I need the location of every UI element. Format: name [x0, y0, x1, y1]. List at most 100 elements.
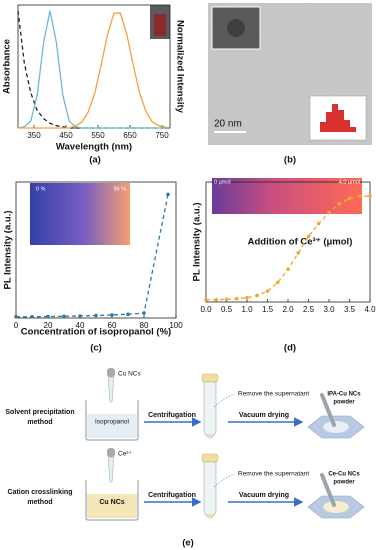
data-point [234, 296, 239, 301]
x-tick-label: 1.5 [262, 305, 274, 314]
tem-panel: 20 nm [208, 3, 372, 145]
tube-cap [201, 373, 219, 383]
beaker-label: Cu NCs [99, 499, 124, 506]
data-point [368, 194, 372, 198]
hrtem-particle [227, 19, 245, 37]
x-tick-label: 0 [14, 321, 19, 330]
inset-label: 0 % [36, 186, 46, 192]
x-axis-label: Concentration of isopropanol (%) [21, 327, 171, 338]
pestle [320, 393, 336, 427]
step-label: Vacuum drying [239, 412, 289, 419]
data-point [166, 192, 170, 197]
x-tick-label: 3.5 [344, 305, 356, 314]
data-point [296, 251, 301, 255]
series-line [16, 194, 169, 318]
panel-label: (e) [182, 538, 194, 549]
data-point [347, 196, 352, 201]
data-point [224, 297, 229, 302]
y-axis-label: PL Intensity (a.u.) [192, 202, 203, 281]
note-label: Remove the supernatant [238, 391, 309, 398]
beaker [85, 400, 139, 441]
pestle [320, 473, 336, 507]
series-line [17, 10, 166, 129]
vials-photo [212, 178, 362, 214]
plot-frame [15, 181, 177, 319]
panel-label: (a) [89, 155, 101, 166]
data-point [337, 202, 342, 206]
x-tick-label: 650 [123, 131, 137, 140]
data-point [357, 194, 362, 198]
beaker-liquid [87, 494, 137, 518]
x-tick-label: 550 [91, 131, 105, 140]
product-label: Ce-Cu NCs [328, 472, 360, 478]
beaker-label: Isopropanol [95, 419, 130, 426]
x-axis-label: Addition of Ce³⁺ (μmol) [248, 237, 353, 248]
reagent-label: Ce³⁺ [118, 451, 132, 458]
data-point [78, 314, 82, 318]
x-tick-label: 100 [169, 321, 183, 330]
data-point [265, 289, 270, 293]
x-tick-label: 60 [108, 321, 117, 330]
powder [323, 421, 349, 433]
step-label: Centrifugation [148, 492, 196, 499]
x-tick-label: 1.0 [241, 305, 253, 314]
y-axis-label: Absorbance [2, 39, 13, 94]
data-point [110, 313, 114, 317]
x-tick-label: 450 [59, 131, 73, 140]
inset-label: 4.0 μmol [339, 179, 360, 185]
panel-label: (b) [284, 155, 296, 166]
x-axis-label: Wavelength (nm) [56, 142, 132, 153]
x-tick-label: 2.0 [282, 305, 294, 314]
step-label: Vacuum drying [239, 492, 289, 499]
panel-label: (c) [90, 343, 102, 354]
x-tick-label: 2.5 [303, 305, 315, 314]
data-point [275, 280, 280, 285]
product-label: IPA-Cu NCs [327, 392, 361, 398]
dropper-tube [107, 456, 115, 483]
product-label: powder [333, 400, 355, 406]
x-tick-label: 3.0 [323, 305, 335, 314]
step-label: Centrifugation [148, 412, 196, 419]
scheme: Solvent precipitation method Cu NCs Isoprop… [5, 368, 365, 521]
inset-label: 95 % [113, 186, 126, 192]
dropper-bulb [107, 448, 115, 457]
method-label: Solvent precipitation [5, 409, 74, 416]
dropper-tube [107, 376, 115, 403]
data-point [204, 298, 208, 302]
series-line [18, 12, 166, 129]
powder [323, 501, 349, 513]
x-tick-label: 40 [76, 321, 85, 330]
hrtem-inset [211, 6, 261, 50]
data-point [126, 312, 130, 317]
x-tick-label: 0.5 [221, 305, 233, 314]
panel-label: (d) [284, 343, 296, 354]
y-axis-label: PL Intensity (a.u.) [3, 210, 14, 289]
method-label: Cation crosslinking [8, 489, 73, 496]
data-point [286, 267, 290, 272]
data-point [94, 313, 98, 318]
method-label: method [27, 499, 52, 506]
tube [203, 381, 217, 439]
data-point [245, 295, 249, 300]
x-tick-label: 80 [140, 321, 149, 330]
x-tick-label: 0.0 [200, 305, 212, 314]
y-axis-label-right: Normalized Intensity [174, 20, 185, 114]
vials-photo [30, 183, 130, 245]
dropper-bulb [107, 368, 115, 377]
reagent-label: Cu NCs [118, 371, 142, 378]
x-tick-label: 350 [27, 131, 41, 140]
inset-label: 0 μmol [214, 179, 231, 185]
data-point [306, 234, 311, 239]
histogram-decoration [320, 104, 356, 132]
data-point [46, 314, 50, 319]
x-tick-label: 750 [155, 131, 169, 140]
data-point [62, 314, 66, 319]
product-label: powder [333, 480, 355, 486]
method-label: method [27, 419, 52, 426]
data-point [14, 314, 18, 319]
beaker [85, 480, 139, 521]
x-tick-label: 20 [44, 321, 53, 330]
data-point [30, 314, 34, 319]
tube-cap [201, 453, 219, 463]
